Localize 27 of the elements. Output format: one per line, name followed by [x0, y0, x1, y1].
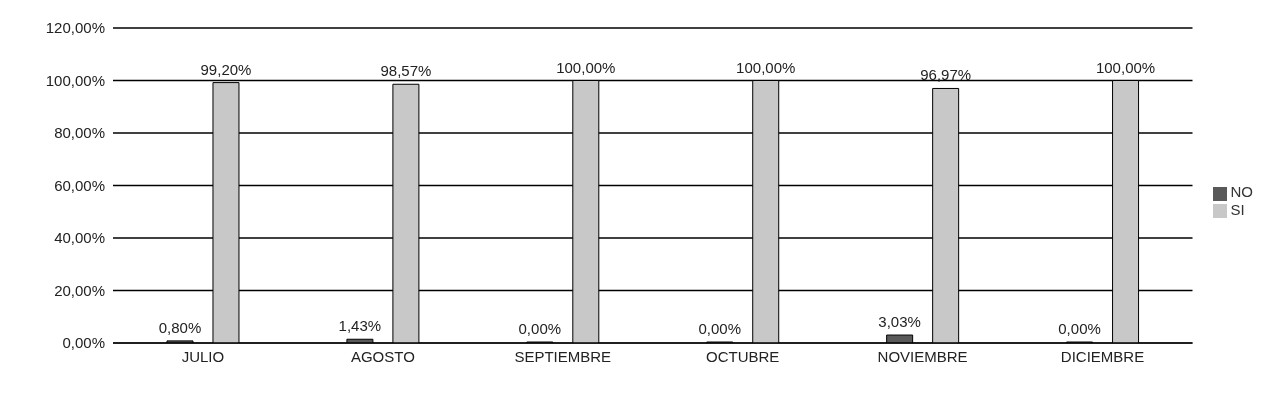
data-label: 100,00% — [556, 58, 616, 76]
data-label: 3,03% — [878, 313, 921, 331]
data-label: 96,97% — [920, 66, 972, 84]
data-label: 98,57% — [380, 62, 432, 80]
data-label: 100,00% — [1095, 58, 1156, 76]
y-tick-label: 40,00% — [54, 229, 105, 247]
y-tick-label: 100,00% — [45, 71, 105, 89]
data-label: 0,00% — [518, 320, 562, 337]
x-tick-label: DICIEMBRE — [1060, 347, 1145, 365]
x-tick-label: SEPTIEMBRE — [514, 347, 612, 365]
y-tick-label: 0,00% — [62, 334, 105, 352]
y-tick-label: 20,00% — [54, 281, 105, 299]
x-tick-label: JULIO — [181, 347, 225, 365]
y-tick-label: 120,00% — [45, 19, 105, 37]
x-tick-label: NOVIEMBRE — [877, 347, 968, 365]
legend-label: NO — [1230, 183, 1253, 201]
legend-label: SI — [1230, 200, 1245, 218]
data-label: 1,43% — [338, 317, 382, 335]
y-tick-label: 80,00% — [54, 124, 105, 142]
data-label: 0,00% — [698, 320, 741, 337]
x-tick-label: AGOSTO — [350, 347, 415, 365]
y-tick-label: 60,00% — [54, 176, 105, 194]
data-label: 0,80% — [158, 318, 202, 336]
x-tick-label: OCTUBRE — [706, 347, 780, 365]
data-label: 0,00% — [1058, 320, 1101, 337]
data-label: 99,20% — [200, 60, 252, 78]
data-label: 100,00% — [736, 58, 796, 76]
